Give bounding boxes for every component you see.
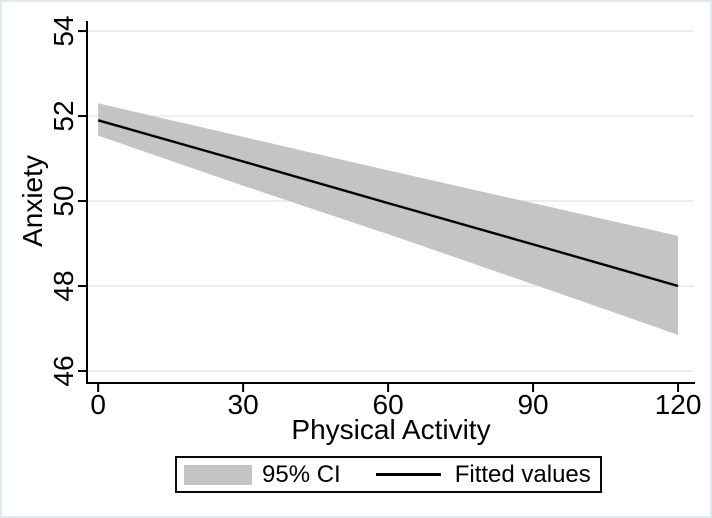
legend-label-ci: 95% CI <box>262 460 341 488</box>
x-tick-label: 120 <box>654 389 702 420</box>
y-tick-label: 46 <box>48 355 79 387</box>
ci-band-swatch <box>184 464 252 485</box>
x-tick-label: 60 <box>372 389 404 420</box>
legend: 95% CI Fitted values <box>175 456 602 493</box>
fitted-line-sample-icon <box>375 473 441 476</box>
legend-label-fitted: Fitted values <box>454 460 591 488</box>
y-tick-label: 50 <box>48 185 79 217</box>
x-tick-label: 30 <box>227 389 259 420</box>
x-axis-title: Physical Activity <box>291 414 491 445</box>
y-tick-label: 48 <box>48 270 79 302</box>
ci-band <box>98 103 679 335</box>
fitted-line <box>97 119 679 288</box>
y-axis-title: Anxiety <box>17 155 48 247</box>
y-tick-label: 54 <box>48 15 79 47</box>
y-tick-label: 52 <box>48 100 79 132</box>
x-tick-label: 90 <box>517 389 549 420</box>
x-tick-label: 0 <box>90 389 106 420</box>
